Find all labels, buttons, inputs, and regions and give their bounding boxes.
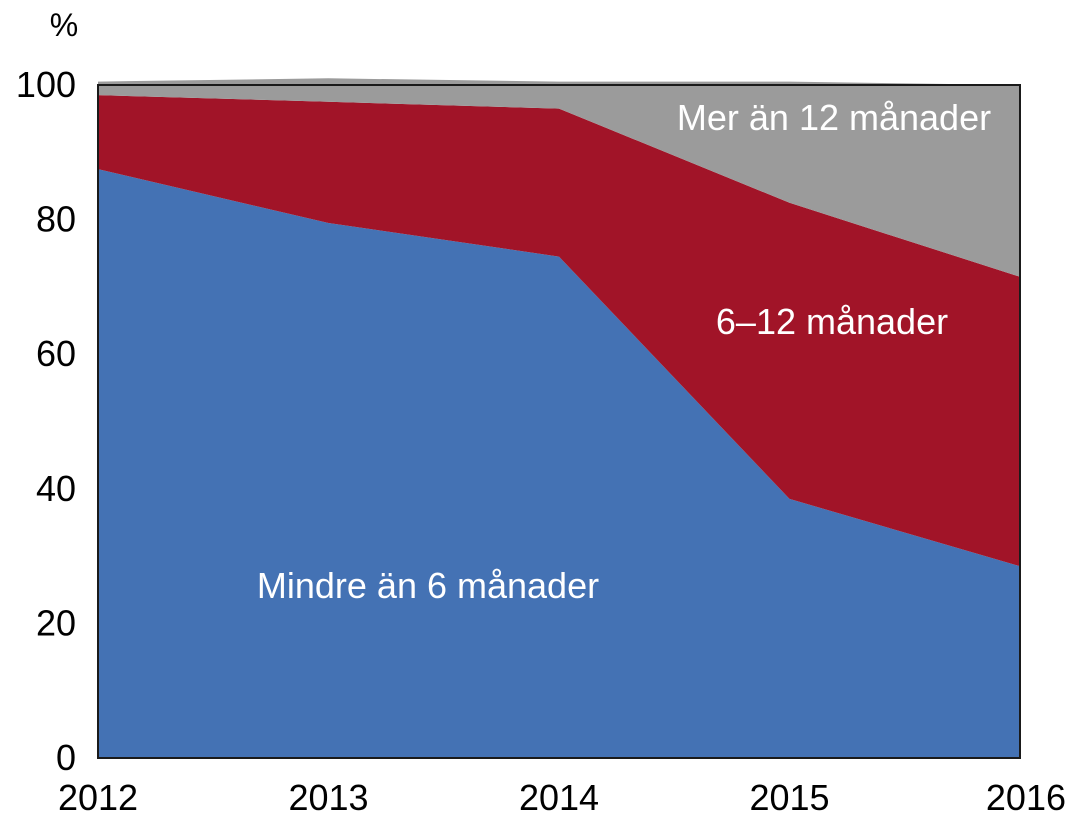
y-unit-label: % [50,7,78,43]
area-layers [98,78,1020,759]
x-tick-label: 2013 [288,777,368,818]
area-series-1 [98,95,1020,567]
series-label-mindre-an-6: Mindre än 6 månader [257,565,599,606]
area-series-2 [98,78,1020,277]
y-tick-label: 0 [56,737,76,778]
series-label-mer-an-12: Mer än 12 månader [677,97,991,138]
y-tick-label: 20 [36,602,76,643]
y-tick-label: 60 [36,333,76,374]
x-tick-label: 2012 [58,777,138,818]
y-tick-label: 100 [16,64,76,105]
y-tick-label: 40 [36,468,76,509]
x-tick-label: 2014 [519,777,599,818]
x-tick-label: 2016 [986,777,1066,818]
x-axis-ticks: 2012 2013 2014 2015 2016 [58,777,1066,818]
y-tick-label: 80 [36,199,76,240]
y-axis-ticks: 0 20 40 60 80 100 [16,64,76,778]
plot-frame [97,84,1021,759]
series-label-6-12: 6–12 månader [716,301,948,342]
x-tick-label: 2015 [749,777,829,818]
area-series-0 [98,169,1020,759]
